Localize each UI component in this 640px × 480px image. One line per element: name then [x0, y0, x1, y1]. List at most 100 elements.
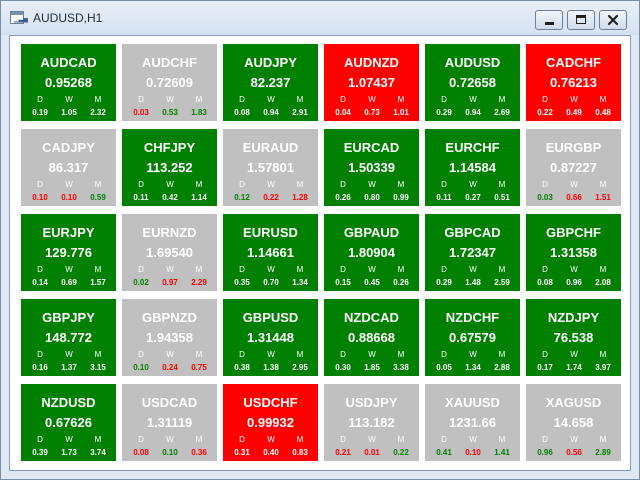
period-label-d: D — [239, 180, 245, 189]
currency-tile-nzdcad[interactable]: NZDCAD 0.88668 D 0.30 W 1.85 M 3.38 — [323, 298, 420, 377]
currency-tile-eurchf[interactable]: EURCHF 1.14584 D 0.11 W 0.27 M 0.51 — [424, 128, 521, 207]
tile-price: 1.72347 — [449, 245, 496, 260]
change-value-d: 0.03 — [537, 193, 553, 202]
period-label-d: D — [441, 350, 447, 359]
period-label-m: M — [296, 350, 304, 359]
currency-tile-usdcad[interactable]: USDCAD 1.31119 D 0.08 W 0.10 M 0.36 — [121, 383, 218, 462]
currency-tile-cadjpy[interactable]: CADJPY 86.317 D 0.10 W 0.10 M 0.59 — [20, 128, 117, 207]
currency-tile-eurgbp[interactable]: EURGBP 0.87227 D 0.03 W 0.66 M 1.51 — [525, 128, 622, 207]
close-button[interactable] — [599, 10, 627, 30]
period-label-m: M — [498, 350, 506, 359]
currency-tile-audusd[interactable]: AUDUSD 0.72658 D 0.29 W 0.94 M 2.69 — [424, 43, 521, 122]
tile-price: 0.67579 — [449, 330, 496, 345]
period-label-m: M — [195, 265, 203, 274]
period-label-w: W — [368, 180, 376, 189]
change-value-w: 0.45 — [364, 278, 380, 287]
currency-tile-usdjpy[interactable]: USDJPY 113.182 D 0.21 W 0.01 M 0.22 — [323, 383, 420, 462]
tile-symbol: AUDCHF — [142, 55, 197, 70]
tile-symbol: USDCHF — [243, 395, 298, 410]
maximize-icon — [576, 15, 586, 24]
tile-price: 148.772 — [45, 330, 92, 345]
tile-symbol: NZDCHF — [445, 310, 500, 325]
change-value-w: 0.97 — [162, 278, 178, 287]
period-label-w: W — [65, 180, 73, 189]
tile-symbol: GBPJPY — [42, 310, 95, 325]
change-value-w: 0.49 — [566, 108, 582, 117]
period-label-d: D — [138, 350, 144, 359]
currency-tile-audnzd[interactable]: AUDNZD 1.07437 D 0.04 W 0.73 M 1.01 — [323, 43, 420, 122]
currency-tile-gbpaud[interactable]: GBPAUD 1.80904 D 0.15 W 0.45 M 0.26 — [323, 213, 420, 292]
tile-symbol: XAGUSD — [545, 395, 602, 410]
change-value-m: 3.38 — [393, 363, 409, 372]
tile-symbol: GBPNZD — [142, 310, 197, 325]
currency-tile-nzdusd[interactable]: NZDUSD 0.67626 D 0.39 W 1.73 M 3.74 — [20, 383, 117, 462]
change-value-d: 0.02 — [133, 278, 149, 287]
currency-tile-usdchf[interactable]: USDCHF 0.99932 D 0.31 W 0.40 M 0.83 — [222, 383, 319, 462]
change-value-w: 1.34 — [465, 363, 481, 372]
change-value-w: 0.66 — [566, 193, 582, 202]
currency-tile-xauusd[interactable]: XAUUSD 1231.66 D 0.41 W 0.10 M 1.41 — [424, 383, 521, 462]
currency-tile-gbpchf[interactable]: GBPCHF 1.31358 D 0.08 W 0.96 M 2.08 — [525, 213, 622, 292]
change-value-w: 0.94 — [465, 108, 481, 117]
period-label-w: W — [166, 265, 174, 274]
currency-tile-gbpjpy[interactable]: GBPJPY 148.772 D 0.16 W 1.37 M 3.15 — [20, 298, 117, 377]
currency-tile-chfjpy[interactable]: CHFJPY 113.252 D 0.11 W 0.42 M 1.14 — [121, 128, 218, 207]
change-value-d: 0.16 — [32, 363, 48, 372]
tile-symbol: NZDJPY — [547, 310, 600, 325]
period-label-m: M — [296, 180, 304, 189]
period-label-m: M — [296, 265, 304, 274]
period-label-d: D — [138, 180, 144, 189]
currency-tile-eurusd[interactable]: EURUSD 1.14661 D 0.35 W 0.70 M 1.34 — [222, 213, 319, 292]
currency-tile-audcad[interactable]: AUDCAD 0.95268 D 0.19 W 1.05 M 2.32 — [20, 43, 117, 122]
tile-price: 14.658 — [553, 415, 594, 430]
change-value-m: 2.89 — [595, 448, 611, 457]
period-label-w: W — [368, 95, 376, 104]
change-value-d: 0.21 — [335, 448, 351, 457]
minimize-button[interactable] — [535, 10, 563, 30]
change-value-w: 0.70 — [263, 278, 279, 287]
period-label-d: D — [340, 180, 346, 189]
period-label-d: D — [542, 95, 548, 104]
change-value-w: 0.40 — [263, 448, 279, 457]
currency-tile-gbpcad[interactable]: GBPCAD 1.72347 D 0.29 W 1.48 M 2.59 — [424, 213, 521, 292]
title-bar[interactable]: ▁▃▅ AUDUSD,H1 — [1, 1, 639, 35]
currency-tile-eurnzd[interactable]: EURNZD 1.69540 D 0.02 W 0.97 M 2.29 — [121, 213, 218, 292]
change-value-m: 1.01 — [393, 108, 409, 117]
currency-tile-euraud[interactable]: EURAUD 1.57801 D 0.12 W 0.22 M 1.28 — [222, 128, 319, 207]
currency-tile-nzdchf[interactable]: NZDCHF 0.67579 D 0.05 W 1.34 M 2.88 — [424, 298, 521, 377]
period-label-d: D — [542, 350, 548, 359]
change-value-d: 0.29 — [436, 108, 452, 117]
currency-tile-gbpnzd[interactable]: GBPNZD 1.94358 D 0.10 W 0.24 M 0.75 — [121, 298, 218, 377]
maximize-button[interactable] — [567, 10, 595, 30]
currency-tile-nzdjpy[interactable]: NZDJPY 76.538 D 0.17 W 1.74 M 3.97 — [525, 298, 622, 377]
period-label-m: M — [498, 265, 506, 274]
currency-tile-eurcad[interactable]: EURCAD 1.50339 D 0.26 W 0.80 M 0.99 — [323, 128, 420, 207]
change-value-d: 0.22 — [537, 108, 553, 117]
tile-price: 1.31448 — [247, 330, 294, 345]
tile-symbol: EURJPY — [42, 225, 95, 240]
period-label-d: D — [37, 265, 43, 274]
change-value-w: 0.56 — [566, 448, 582, 457]
currency-tile-eurjpy[interactable]: EURJPY 129.776 D 0.14 W 0.69 M 1.57 — [20, 213, 117, 292]
currency-tile-audjpy[interactable]: AUDJPY 82.237 D 0.08 W 0.94 M 2.91 — [222, 43, 319, 122]
period-label-d: D — [441, 435, 447, 444]
period-label-w: W — [267, 265, 275, 274]
change-value-d: 0.05 — [436, 363, 452, 372]
period-label-d: D — [37, 180, 43, 189]
currency-tile-gbpusd[interactable]: GBPUSD 1.31448 D 0.38 W 1.38 M 2.95 — [222, 298, 319, 377]
change-value-d: 0.11 — [436, 193, 452, 202]
period-label-d: D — [441, 180, 447, 189]
change-value-w: 1.74 — [566, 363, 582, 372]
currency-tile-cadchf[interactable]: CADCHF 0.76213 D 0.22 W 0.49 M 0.48 — [525, 43, 622, 122]
period-label-w: W — [570, 350, 578, 359]
currency-tile-xagusd[interactable]: XAGUSD 14.658 D 0.96 W 0.56 M 2.89 — [525, 383, 622, 462]
tile-price: 1.57801 — [247, 160, 294, 175]
currency-tile-audchf[interactable]: AUDCHF 0.72609 D 0.03 W 0.53 M 1.83 — [121, 43, 218, 122]
period-label-w: W — [469, 435, 477, 444]
change-value-w: 1.48 — [465, 278, 481, 287]
tile-price: 86.317 — [48, 160, 89, 175]
change-value-d: 0.17 — [537, 363, 553, 372]
period-label-w: W — [65, 435, 73, 444]
period-label-m: M — [498, 95, 506, 104]
change-value-d: 0.41 — [436, 448, 452, 457]
